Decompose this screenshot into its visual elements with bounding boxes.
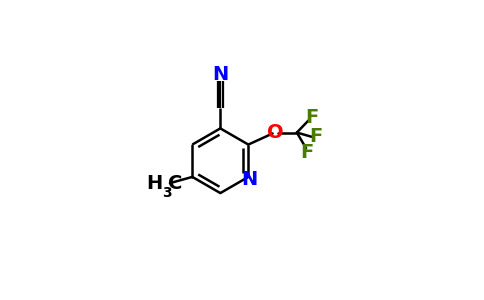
Text: F: F: [309, 127, 323, 146]
Text: N: N: [212, 65, 228, 84]
Text: F: F: [305, 108, 318, 127]
Text: H: H: [146, 174, 162, 193]
Text: 3: 3: [163, 186, 172, 200]
Text: O: O: [267, 123, 283, 142]
Text: F: F: [301, 143, 314, 162]
Text: N: N: [241, 170, 257, 189]
Text: C: C: [168, 174, 182, 193]
